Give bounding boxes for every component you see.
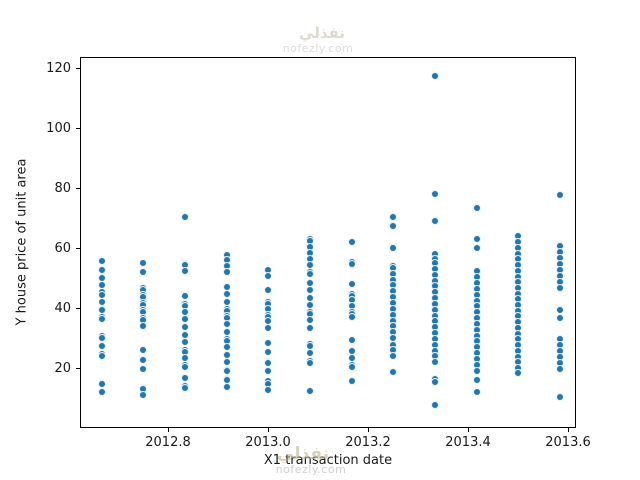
x-tick-label: 2013.4 bbox=[445, 435, 491, 450]
x-tick-label: 2013.2 bbox=[345, 435, 391, 450]
x-tick-mark bbox=[567, 428, 569, 432]
watermark-domain-top: nofezly.com bbox=[282, 42, 354, 55]
y-tick-label: 40 bbox=[54, 300, 71, 316]
x-tick-mark bbox=[367, 428, 369, 432]
y-tick-label: 80 bbox=[54, 180, 71, 196]
x-tick-label: 2013.6 bbox=[545, 435, 591, 450]
y-axis-label: Y house price of unit area bbox=[14, 158, 30, 326]
y-tick-mark bbox=[76, 68, 80, 70]
x-tick-mark bbox=[267, 428, 269, 432]
watermark-arabic-top: نفذلي bbox=[299, 24, 345, 42]
y-tick-mark bbox=[76, 128, 80, 130]
y-tick-label: 100 bbox=[46, 120, 71, 136]
x-tick-mark bbox=[467, 428, 469, 432]
y-tick-mark bbox=[76, 368, 80, 370]
y-tick-label: 20 bbox=[54, 360, 71, 376]
x-tick-mark bbox=[167, 428, 169, 432]
plot-area bbox=[80, 57, 576, 428]
x-axis-label: X1 transaction date bbox=[263, 453, 393, 468]
x-tick-label: 2012.8 bbox=[145, 435, 191, 450]
y-tick-mark bbox=[76, 188, 80, 190]
y-tick-label: 60 bbox=[54, 240, 71, 256]
y-tick-mark bbox=[76, 308, 80, 310]
y-tick-label: 120 bbox=[46, 60, 71, 76]
x-tick-label: 2013.0 bbox=[245, 435, 291, 450]
y-tick-mark bbox=[76, 248, 80, 250]
